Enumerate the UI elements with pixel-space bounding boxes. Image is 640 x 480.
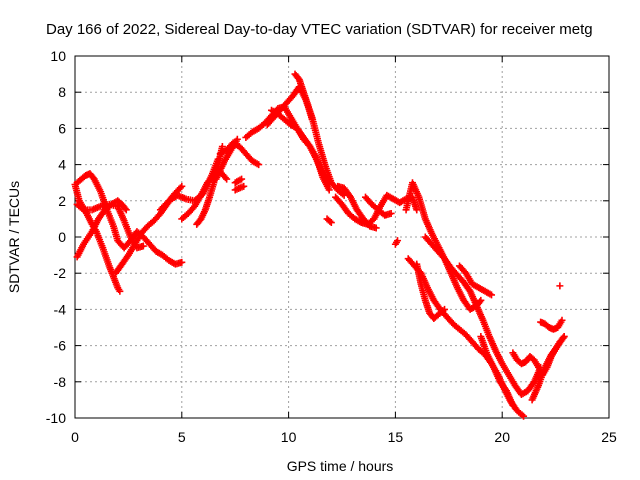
data-point-marker [325, 186, 333, 194]
data-point-marker [176, 184, 184, 192]
data-point-marker [509, 401, 517, 409]
data-point-marker [223, 175, 231, 183]
y-tick-label: -2 [54, 265, 67, 281]
x-tick-label: 15 [388, 429, 404, 445]
data-point-marker [325, 179, 333, 187]
y-tick-label: -8 [54, 374, 67, 390]
x-tick-label: 0 [71, 429, 79, 445]
x-tick-label: 25 [601, 429, 617, 445]
grid [75, 56, 609, 418]
data-point-marker [477, 296, 485, 304]
data-points [71, 70, 568, 420]
data-point-marker [121, 204, 129, 212]
y-tick-label: 10 [50, 48, 66, 64]
data-point-marker [372, 224, 380, 232]
y-axis-label: SDTVAR / TECUs [6, 181, 22, 293]
data-point-marker [558, 316, 566, 324]
data-point-marker [394, 237, 402, 245]
y-tick-label: 8 [58, 84, 66, 100]
axis-ticks: 0 5 10 15 20 25 -10 -8 -6 -4 -2 0 2 4 6 8 10 [46, 48, 617, 445]
data-point-marker [139, 242, 147, 250]
data-point-marker [218, 143, 226, 150]
data-point-marker [255, 161, 263, 169]
data-point-marker [116, 287, 124, 295]
data-point-marker [441, 305, 449, 313]
y-tick-label: 2 [58, 193, 66, 209]
data-point-marker [520, 412, 528, 420]
data-point-marker [308, 115, 316, 123]
y-tick-label: 0 [58, 229, 66, 245]
data-point-marker [178, 182, 186, 190]
chart-title: Day 166 of 2022, Sidereal Day-to-day VTE… [46, 21, 593, 38]
data-point-marker [178, 258, 186, 266]
x-tick-label: 10 [281, 429, 297, 445]
y-tick-label: -10 [46, 410, 66, 426]
data-point-marker [221, 174, 229, 182]
data-point-marker [233, 135, 241, 143]
x-tick-label: 20 [494, 429, 510, 445]
data-point-marker [559, 334, 567, 342]
data-point-marker [560, 333, 568, 341]
data-point-marker [556, 282, 564, 290]
x-tick-label: 5 [178, 429, 186, 445]
y-tick-label: 6 [58, 120, 66, 136]
data-point-marker [326, 217, 334, 225]
data-point-marker [238, 175, 246, 183]
data-point-marker [324, 177, 332, 185]
y-tick-label: 4 [58, 157, 66, 173]
x-axis-label: GPS time / hours [287, 458, 394, 474]
data-point-marker [413, 206, 421, 214]
data-point-marker [240, 182, 248, 190]
data-point-marker [327, 219, 335, 227]
data-point-marker [387, 209, 395, 217]
y-tick-label: -6 [54, 338, 67, 354]
data-point-marker [122, 206, 130, 214]
data-point-marker [488, 291, 496, 299]
y-tick-label: -4 [54, 301, 67, 317]
